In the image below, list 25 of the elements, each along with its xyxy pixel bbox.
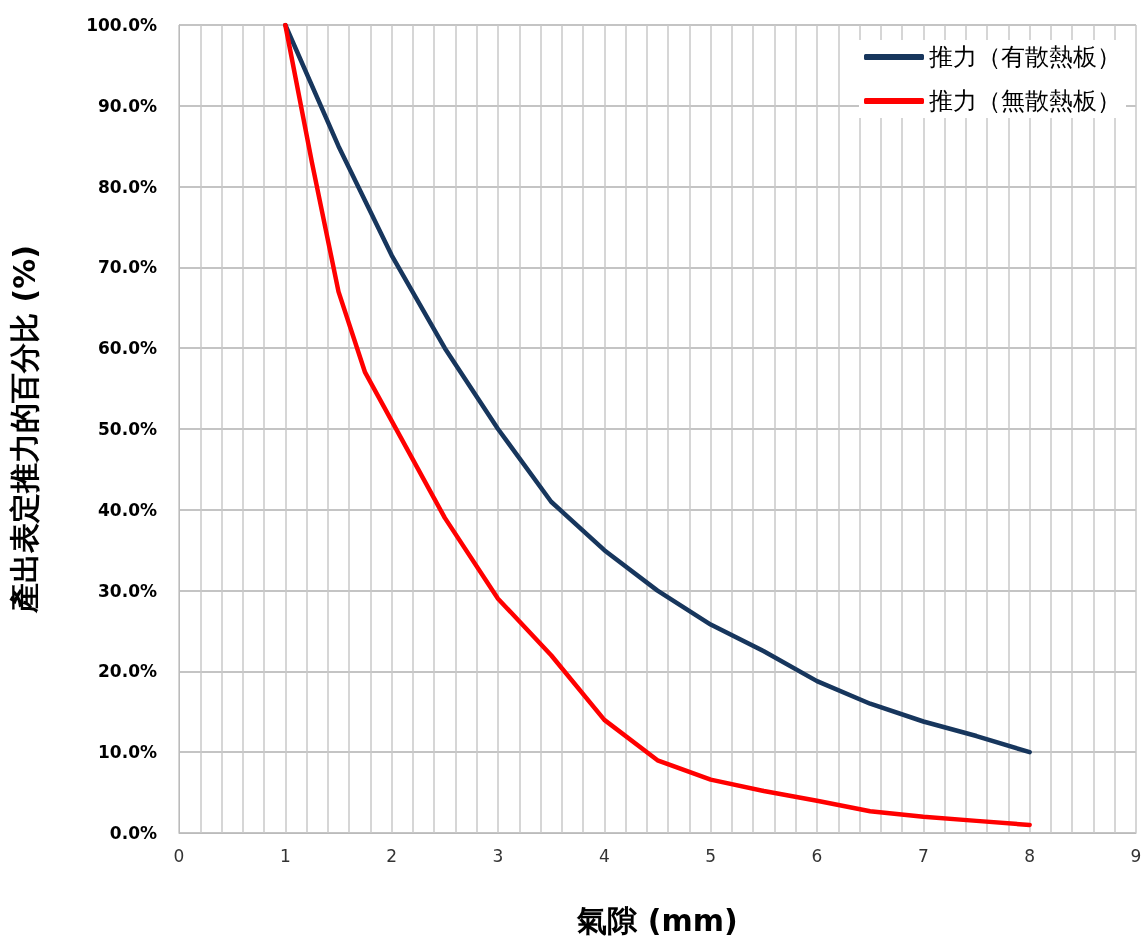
- legend-label: 推力（無散熱板）: [929, 87, 1121, 115]
- x-tick-label: 7: [917, 845, 929, 866]
- x-tick-label: 4: [598, 845, 610, 866]
- x-tick-label: 1: [279, 845, 291, 866]
- x-tick-label: 3: [492, 845, 504, 866]
- y-tick-label: 50.0%: [98, 419, 157, 439]
- y-tick-label: 90.0%: [98, 95, 157, 116]
- y-tick-label: 70.0%: [98, 257, 157, 278]
- y-tick-label: 10.0%: [98, 742, 157, 763]
- x-tick-label: 0: [173, 845, 185, 866]
- x-tick-label: 5: [705, 845, 717, 866]
- y-tick-label: 60.0%: [98, 338, 157, 359]
- x-tick-label: 8: [1024, 845, 1036, 866]
- y-axis-title: 產出表定推力的百分比 (%): [6, 245, 42, 614]
- x-axis-title: 氣隙 (mm): [576, 902, 738, 938]
- legend-label: 推力（有散熱板）: [929, 43, 1121, 71]
- y-tick-label: 100.0%: [86, 15, 157, 35]
- y-tick-label: 40.0%: [98, 499, 157, 520]
- y-tick-label: 20.0%: [98, 661, 157, 682]
- y-tick-label: 80.0%: [98, 176, 157, 197]
- y-tick-label: 30.0%: [98, 580, 157, 601]
- x-tick-label: 2: [386, 845, 398, 866]
- x-tick-label: 6: [811, 845, 823, 866]
- x-tick-label: 9: [1130, 845, 1142, 866]
- y-tick-label: 0.0%: [109, 823, 157, 843]
